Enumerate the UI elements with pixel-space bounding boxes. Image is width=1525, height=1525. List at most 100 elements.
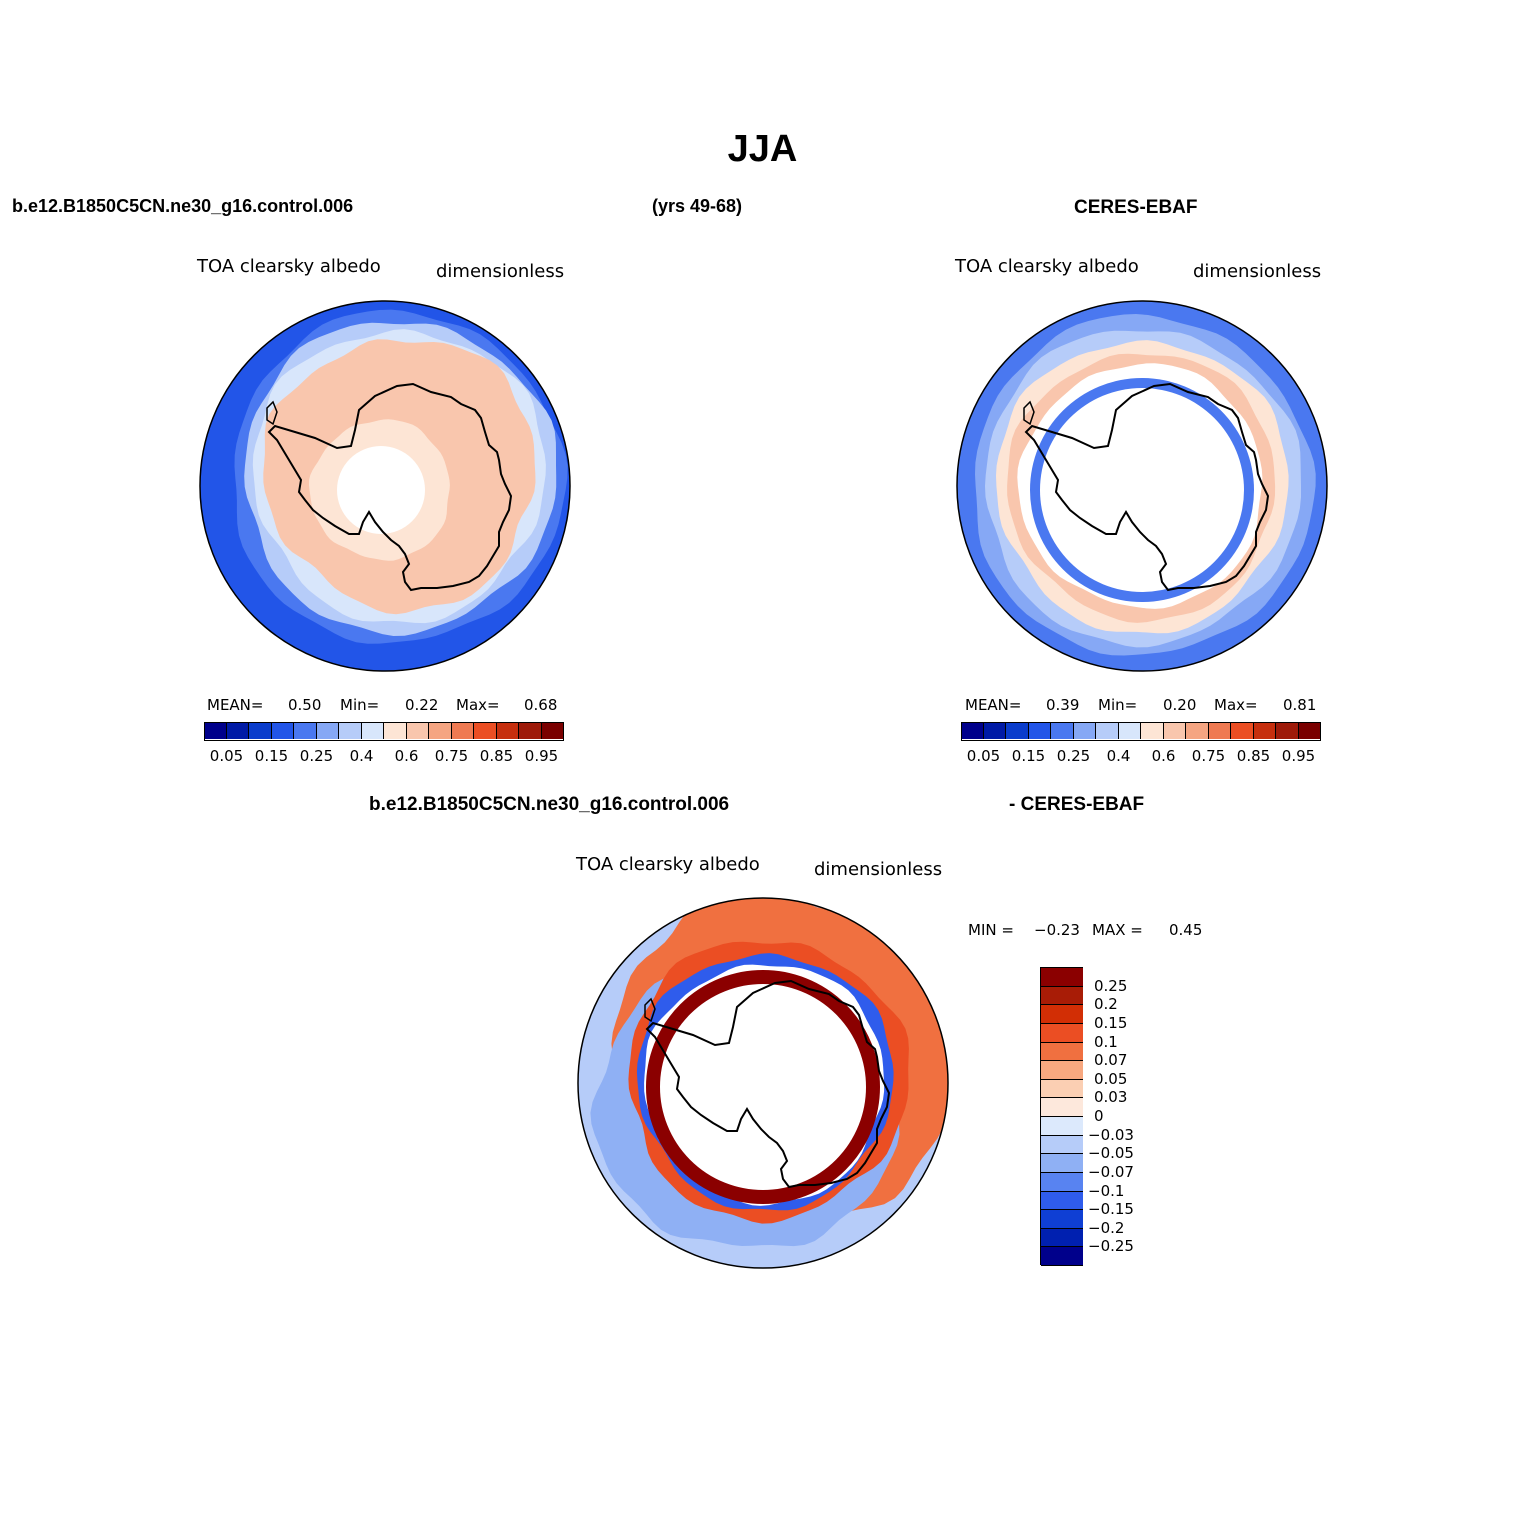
colorbar-tick-label: −0.1 bbox=[1088, 1181, 1125, 1200]
colorbar-swatch bbox=[226, 722, 249, 739]
panel2-max-value: 0.81 bbox=[1283, 696, 1317, 714]
colorbar-tick-label: 0.07 bbox=[1094, 1051, 1128, 1070]
colorbar-swatch bbox=[204, 722, 227, 739]
colorbar-tick-label: 0.4 bbox=[349, 747, 374, 765]
coastline-island bbox=[1023, 400, 1035, 426]
colorbar-swatch bbox=[1073, 722, 1096, 739]
panel1-max-value: 0.68 bbox=[524, 696, 558, 714]
colorbar-swatch bbox=[1051, 722, 1074, 739]
colorbar-tick-label: −0.2 bbox=[1088, 1218, 1125, 1237]
colorbar-swatch bbox=[429, 722, 452, 739]
colorbar-tick-label: 0 bbox=[1094, 1107, 1104, 1125]
figure-title: JJA bbox=[727, 128, 798, 170]
colorbar-swatch bbox=[361, 722, 384, 739]
coastline-island bbox=[266, 400, 278, 426]
coastline bbox=[267, 382, 513, 592]
panel3-max-value: 0.45 bbox=[1169, 921, 1203, 939]
colorbar-tick-label: 0.4 bbox=[1106, 747, 1131, 765]
land-mask bbox=[1040, 388, 1244, 592]
colorbar-swatch bbox=[271, 722, 294, 739]
colorbar-tick-label: 0.05 bbox=[1094, 1069, 1128, 1088]
panel1-map bbox=[199, 300, 571, 672]
colorbar-swatch bbox=[1276, 722, 1299, 739]
colorbar-tick-label: 0.6 bbox=[1151, 747, 1176, 765]
obs-name-label: CERES-EBAF bbox=[1074, 197, 1198, 218]
colorbar-swatch bbox=[1141, 722, 1164, 739]
colorbar-swatch bbox=[1041, 1191, 1083, 1211]
panel3-colorbar bbox=[1040, 967, 1083, 1266]
panel3-max-label: MAX = bbox=[1092, 921, 1143, 939]
colorbar-swatch bbox=[1041, 1117, 1083, 1136]
colorbar-swatch bbox=[1041, 1079, 1083, 1099]
colorbar-tick-label: 0.1 bbox=[1094, 1032, 1118, 1051]
colorbar-swatch bbox=[1231, 722, 1254, 739]
coastline bbox=[1024, 382, 1270, 592]
colorbar-swatch bbox=[1041, 1172, 1083, 1192]
colorbar-swatch bbox=[1118, 722, 1141, 739]
map-border bbox=[199, 300, 571, 672]
colorbar-swatch bbox=[1041, 1154, 1083, 1173]
panel1-mean-value: 0.50 bbox=[288, 696, 322, 714]
colorbar-tick-label: −0.07 bbox=[1088, 1162, 1134, 1181]
colorbar-swatch bbox=[384, 722, 407, 739]
panel1-min-label: Min= bbox=[340, 696, 380, 714]
colorbar-tick-label: 0.95 bbox=[524, 747, 559, 765]
panel2-map bbox=[956, 300, 1328, 672]
map-border bbox=[577, 897, 949, 1269]
colorbar-tick-label: 0.95 bbox=[1281, 747, 1316, 765]
colorbar-swatch bbox=[339, 722, 362, 739]
panel2-min-label: Min= bbox=[1098, 696, 1138, 714]
colorbar-swatch bbox=[1028, 722, 1051, 739]
colorbar-swatch bbox=[474, 722, 497, 739]
panel2-mean-value: 0.39 bbox=[1046, 696, 1080, 714]
colorbar-tick-label: 0.03 bbox=[1094, 1088, 1128, 1107]
colorbar-tick-label: 0.2 bbox=[1094, 995, 1118, 1014]
land-mask bbox=[661, 985, 865, 1189]
colorbar-tick-label: −0.15 bbox=[1088, 1200, 1134, 1219]
years-label: (yrs 49-68) bbox=[652, 196, 743, 216]
colorbar-swatch bbox=[294, 722, 317, 739]
colorbar-swatch bbox=[1041, 1228, 1083, 1248]
map-fill-group bbox=[200, 301, 570, 671]
colorbar-swatch bbox=[1186, 722, 1209, 739]
coastline-island bbox=[644, 997, 656, 1023]
colorbar-swatch bbox=[1253, 722, 1276, 739]
colorbar-tick-label: 0.05 bbox=[966, 747, 1001, 765]
panel1-units: dimensionless bbox=[436, 261, 565, 282]
colorbar-swatch bbox=[1041, 1098, 1083, 1117]
colorbar-swatch bbox=[249, 722, 272, 739]
colorbar-swatch bbox=[1041, 1061, 1083, 1080]
panel2-units: dimensionless bbox=[1193, 261, 1322, 282]
colorbar-tick-label: 0.15 bbox=[254, 747, 289, 765]
panel1-variable: TOA clearsky albedo bbox=[197, 256, 381, 277]
model-case-label: b.e12.B1850C5CN.ne30_g16.control.006 bbox=[12, 196, 354, 216]
diff-obs-name-label: - CERES-EBAF bbox=[1009, 794, 1145, 815]
colorbar-swatch bbox=[1041, 1005, 1083, 1024]
colorbar-swatch bbox=[1041, 1023, 1083, 1043]
coastline bbox=[645, 979, 891, 1189]
colorbar-tick-label: 0.85 bbox=[479, 747, 514, 765]
colorbar-frame bbox=[961, 722, 1321, 741]
diff-model-case-label: b.e12.B1850C5CN.ne30_g16.control.006 bbox=[369, 794, 730, 815]
colorbar-tick-label: 0.75 bbox=[1191, 747, 1226, 765]
panel2-min-value: 0.20 bbox=[1163, 696, 1197, 714]
panel3-units: dimensionless bbox=[814, 859, 943, 880]
colorbar-swatch bbox=[316, 722, 339, 739]
colorbar-swatch bbox=[519, 722, 542, 739]
panel1-colorbar bbox=[204, 722, 564, 741]
colorbar-swatch bbox=[1041, 1210, 1083, 1229]
panel2-mean-label: MEAN= bbox=[965, 696, 1022, 714]
colorbar-swatch bbox=[1041, 986, 1083, 1006]
colorbar-swatch bbox=[1208, 722, 1231, 739]
polar-gap bbox=[337, 446, 425, 534]
colorbar-tick-label: 0.6 bbox=[394, 747, 419, 765]
colorbar-tick-label: 0.85 bbox=[1236, 747, 1271, 765]
colorbar-tick-label: 0.75 bbox=[434, 747, 469, 765]
colorbar-swatch bbox=[961, 722, 984, 739]
colorbar-swatch bbox=[1041, 1247, 1083, 1266]
colorbar-tick-label: 0.15 bbox=[1094, 1013, 1128, 1032]
map-border bbox=[956, 300, 1328, 672]
colorbar-swatch bbox=[406, 722, 429, 739]
colorbar-swatch bbox=[1096, 722, 1119, 739]
